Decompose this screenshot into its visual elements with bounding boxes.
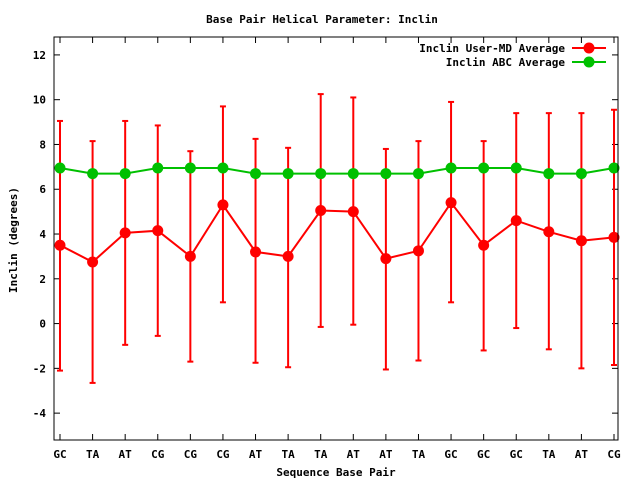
y-tick-label: 0 <box>39 318 46 331</box>
series-points <box>54 162 620 268</box>
x-tick-label: CG <box>151 448 165 461</box>
data-point <box>478 162 490 174</box>
data-point <box>380 168 392 180</box>
x-tick-label: AT <box>379 448 393 461</box>
tick-marks <box>54 37 618 440</box>
legend-label-user-md: Inclin User-MD Average <box>419 42 565 55</box>
x-tick-label: AT <box>249 448 263 461</box>
data-point <box>87 256 99 268</box>
x-tick-label: CG <box>184 448 198 461</box>
data-point <box>347 168 359 180</box>
x-tick-labels: GC TA AT CG CG CG AT TA TA AT AT TA GC GC GC TA AT CG <box>53 448 621 461</box>
data-point <box>282 250 294 262</box>
x-tick-label: CG <box>216 448 230 461</box>
data-point <box>543 168 555 180</box>
x-tick-label: TA <box>412 448 426 461</box>
chart-title: Base Pair Helical Parameter: Inclin <box>206 13 438 26</box>
x-tick-label: TA <box>314 448 328 461</box>
y-tick-label: -4 <box>33 407 47 420</box>
y-axis-label: Inclin (degrees) <box>7 187 20 293</box>
x-tick-label: TA <box>86 448 100 461</box>
data-point <box>478 239 490 251</box>
error-bars <box>57 93 617 384</box>
legend-marker-1 <box>583 56 595 68</box>
data-point <box>184 250 196 262</box>
data-point <box>445 197 457 209</box>
y-tick-label: 2 <box>39 273 46 286</box>
data-point <box>575 168 587 180</box>
x-tick-label: GC <box>444 448 457 461</box>
data-point <box>54 162 66 174</box>
legend: Inclin User-MD Average Inclin ABC Averag… <box>419 42 606 69</box>
data-point <box>152 162 164 174</box>
y-tick-label: 12 <box>33 49 46 62</box>
series-line-0 <box>59 200 615 264</box>
data-point <box>282 168 294 180</box>
data-point <box>445 162 457 174</box>
data-point <box>347 206 359 218</box>
data-point <box>608 162 620 174</box>
data-point <box>380 253 392 265</box>
data-point <box>250 246 262 258</box>
data-point <box>608 231 620 243</box>
x-tick-label: AT <box>347 448 361 461</box>
series-lines <box>59 167 615 264</box>
x-tick-label: GC <box>477 448 490 461</box>
data-point <box>217 162 229 174</box>
x-tick-label: AT <box>119 448 133 461</box>
y-tick-label: 4 <box>39 228 46 241</box>
plot-border <box>53 36 619 441</box>
data-point <box>184 162 196 174</box>
y-tick-label: 10 <box>33 94 46 107</box>
y-tick-labels: -4 -2 0 2 4 6 8 10 12 <box>33 49 47 420</box>
x-tick-label: TA <box>542 448 556 461</box>
x-tick-label: AT <box>575 448 589 461</box>
data-point <box>152 225 164 237</box>
data-point <box>315 168 327 180</box>
data-point <box>119 168 131 180</box>
data-point <box>510 162 522 174</box>
y-tick-label: -2 <box>33 362 46 375</box>
data-point <box>315 205 327 217</box>
legend-marker-0 <box>583 42 595 54</box>
y-tick-label: 8 <box>39 138 46 151</box>
data-point <box>87 168 99 180</box>
x-tick-label: GC <box>510 448 523 461</box>
data-point <box>250 168 262 180</box>
x-tick-label: CG <box>607 448 621 461</box>
x-axis-label: Sequence Base Pair <box>276 466 396 479</box>
x-tick-label: GC <box>53 448 66 461</box>
data-point <box>412 168 424 180</box>
data-point <box>412 245 424 257</box>
data-point <box>217 199 229 211</box>
x-tick-label: TA <box>281 448 295 461</box>
data-point <box>54 239 66 251</box>
data-point <box>575 235 587 247</box>
legend-label-abc: Inclin ABC Average <box>446 56 566 69</box>
series-line-1 <box>59 167 615 175</box>
data-point <box>119 227 131 239</box>
y-tick-label: 6 <box>39 183 46 196</box>
data-point <box>510 215 522 227</box>
data-point <box>543 226 555 238</box>
